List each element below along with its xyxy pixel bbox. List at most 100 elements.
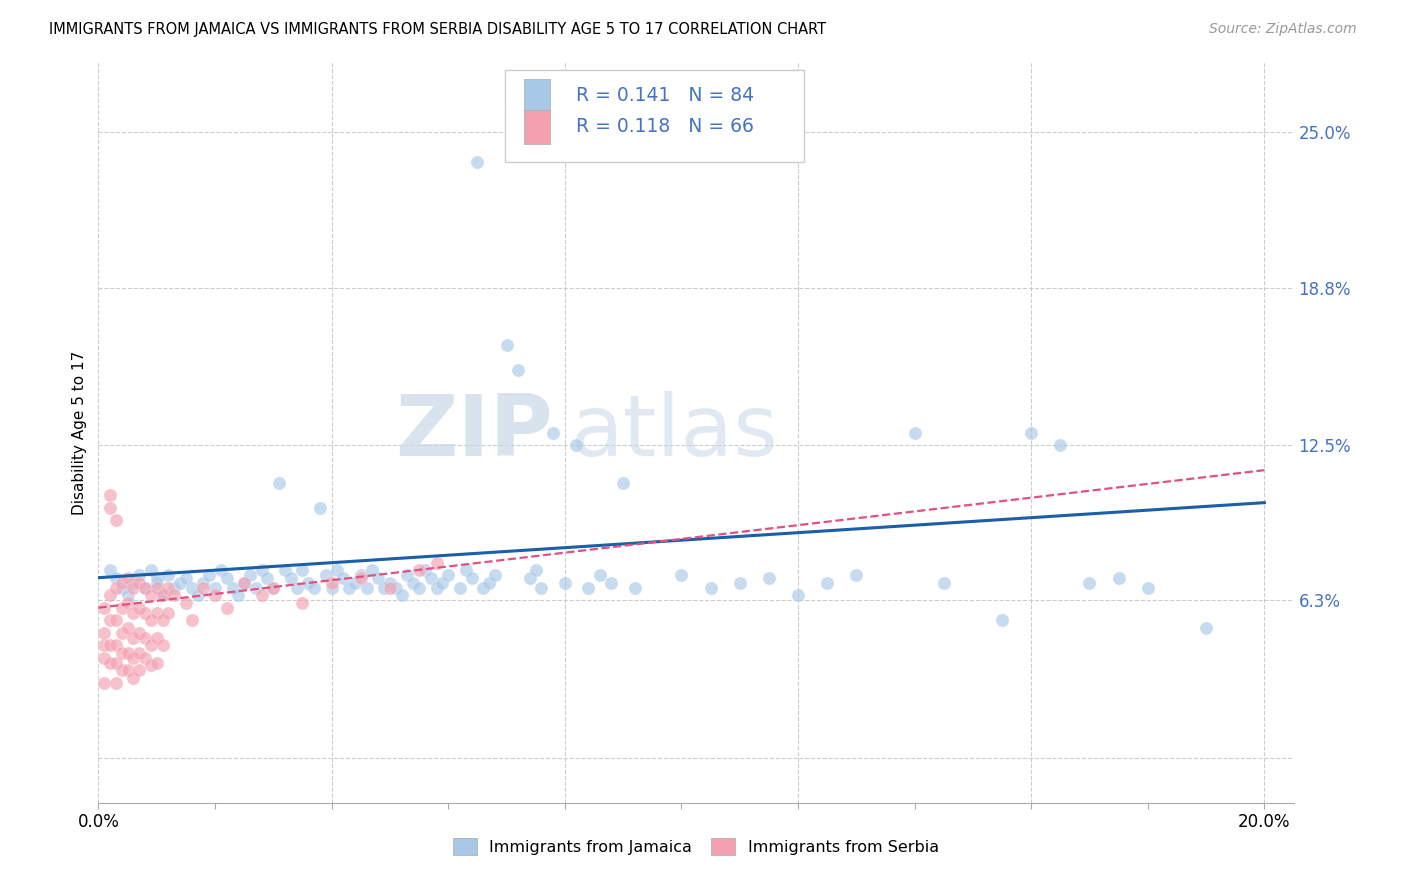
Point: [239, 568, 262, 582]
Point: [815, 575, 838, 590]
Point: [274, 563, 297, 577]
Point: [104, 613, 127, 627]
Point: [128, 600, 150, 615]
Point: [256, 571, 278, 585]
Point: [198, 568, 221, 582]
Point: [437, 568, 460, 582]
Point: [128, 646, 150, 660]
Point: [215, 600, 238, 615]
Point: [93, 625, 115, 640]
Text: R = 0.141   N = 84: R = 0.141 N = 84: [576, 87, 755, 105]
Point: [425, 556, 447, 570]
Point: [111, 646, 134, 660]
Point: [250, 563, 273, 577]
Y-axis label: Disability Age 5 to 17: Disability Age 5 to 17: [72, 351, 87, 515]
Point: [139, 638, 162, 652]
Point: [98, 613, 121, 627]
Point: [991, 613, 1014, 627]
Point: [1049, 438, 1071, 452]
Point: [186, 588, 208, 602]
Legend: Immigrants from Jamaica, Immigrants from Serbia: Immigrants from Jamaica, Immigrants from…: [446, 831, 946, 862]
Point: [623, 581, 645, 595]
Point: [93, 650, 115, 665]
Point: [460, 571, 482, 585]
Point: [361, 563, 384, 577]
Point: [145, 606, 167, 620]
Point: [157, 568, 180, 582]
Point: [139, 658, 162, 673]
Point: [291, 563, 314, 577]
Point: [1108, 571, 1130, 585]
Point: [1195, 621, 1218, 635]
Point: [111, 581, 134, 595]
Point: [139, 563, 162, 577]
Text: ZIP: ZIP: [395, 391, 553, 475]
Point: [367, 571, 389, 585]
Point: [396, 568, 419, 582]
Point: [1136, 581, 1159, 595]
Point: [145, 575, 167, 590]
Point: [419, 571, 441, 585]
Point: [600, 575, 623, 590]
Point: [145, 571, 167, 585]
Point: [728, 575, 751, 590]
Point: [145, 581, 167, 595]
Point: [337, 581, 360, 595]
Point: [356, 581, 378, 595]
Point: [845, 568, 868, 582]
Point: [128, 625, 150, 640]
Point: [285, 581, 308, 595]
Point: [174, 571, 197, 585]
Point: [508, 363, 530, 377]
Point: [134, 581, 156, 595]
Point: [787, 588, 810, 602]
Point: [117, 646, 139, 660]
Point: [139, 613, 162, 627]
Point: [163, 588, 186, 602]
Point: [152, 613, 174, 627]
Point: [384, 581, 406, 595]
FancyBboxPatch shape: [524, 78, 550, 112]
Point: [157, 606, 180, 620]
Point: [454, 563, 477, 577]
Point: [98, 488, 121, 502]
Point: [269, 475, 291, 490]
Point: [343, 575, 366, 590]
Point: [180, 613, 202, 627]
Point: [93, 675, 115, 690]
Point: [134, 650, 156, 665]
Point: [152, 588, 174, 602]
Point: [157, 581, 180, 595]
Point: [565, 438, 588, 452]
Point: [117, 588, 139, 602]
Point: [134, 606, 156, 620]
Point: [152, 588, 174, 602]
Point: [104, 513, 127, 527]
Point: [373, 581, 395, 595]
Point: [699, 581, 721, 595]
Point: [524, 563, 547, 577]
Point: [128, 568, 150, 582]
Point: [117, 621, 139, 635]
Point: [484, 568, 506, 582]
Point: [174, 596, 197, 610]
Point: [233, 575, 256, 590]
Point: [291, 596, 314, 610]
Point: [169, 575, 191, 590]
Point: [98, 588, 121, 602]
Point: [309, 500, 332, 515]
Point: [332, 571, 354, 585]
Point: [122, 581, 145, 595]
Point: [402, 575, 425, 590]
Point: [612, 475, 634, 490]
Point: [134, 631, 156, 645]
Point: [245, 581, 267, 595]
Point: [350, 571, 373, 585]
Point: [98, 638, 121, 652]
Point: [280, 571, 302, 585]
Point: [262, 581, 284, 595]
Point: [378, 581, 401, 595]
Point: [758, 571, 780, 585]
Point: [530, 581, 553, 595]
Point: [98, 563, 121, 577]
